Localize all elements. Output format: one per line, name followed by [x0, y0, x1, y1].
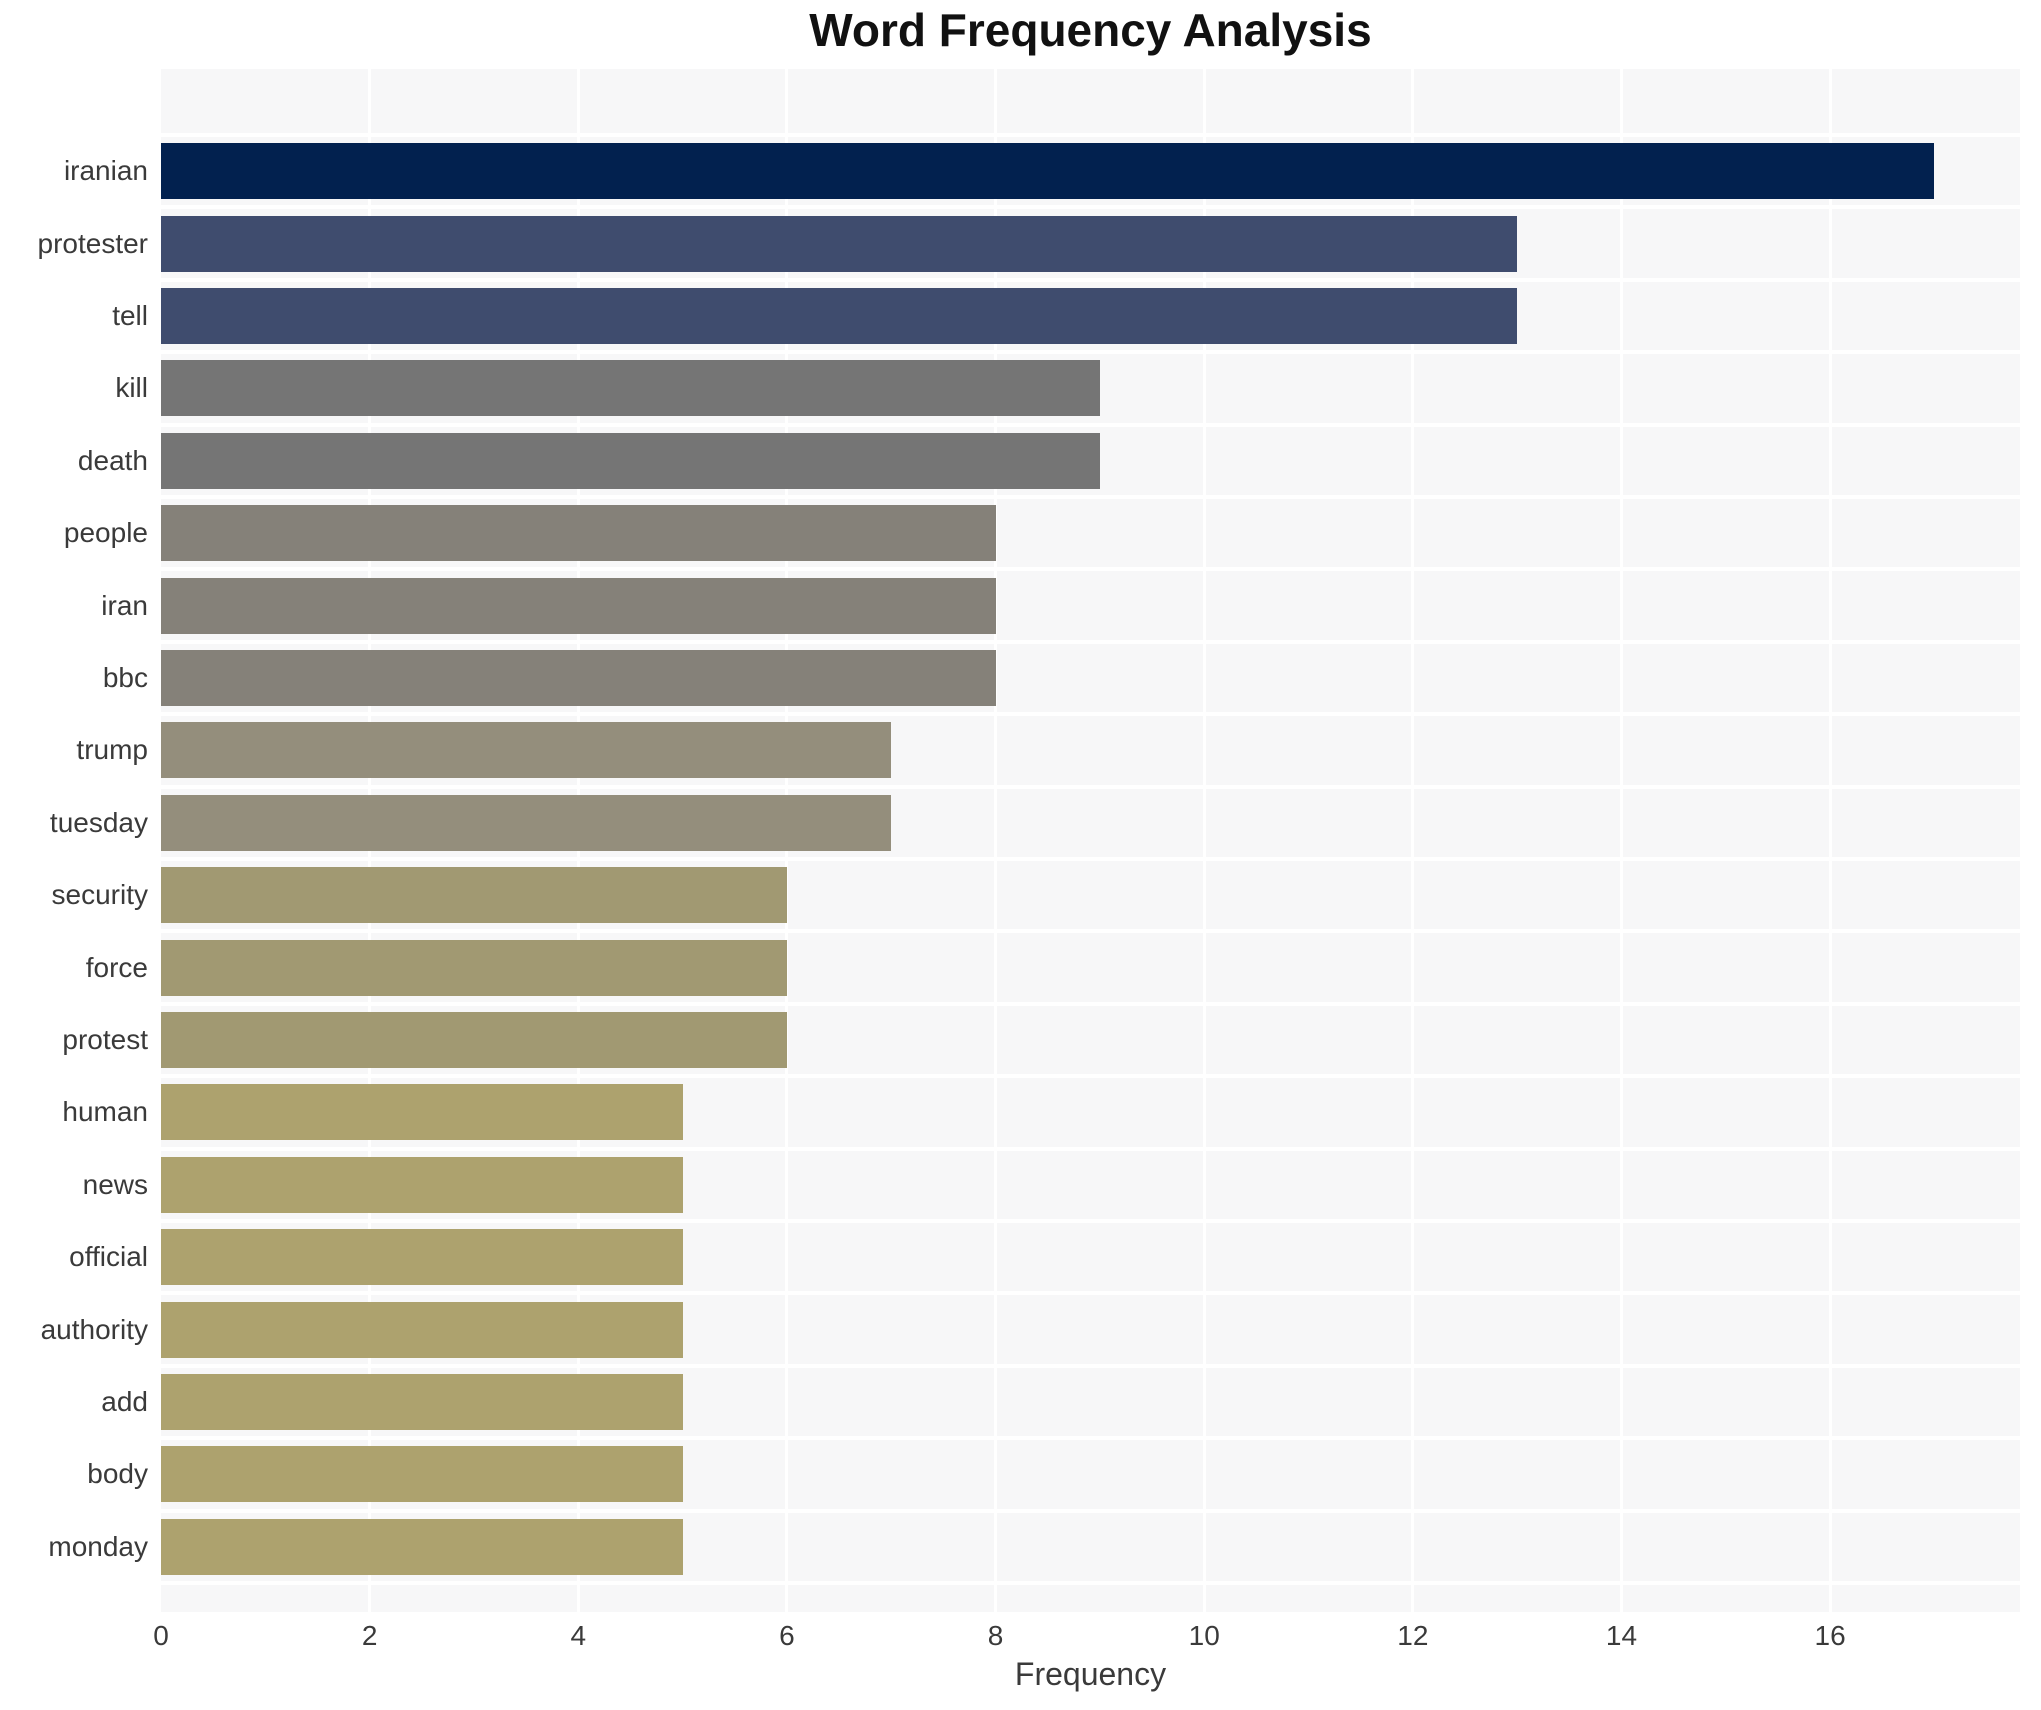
- x-gridline-14: [1619, 69, 1623, 1612]
- bar-human: [161, 1084, 683, 1141]
- y-tick-label-force: force: [85, 951, 148, 983]
- row-divider: [161, 567, 2020, 572]
- row-divider: [161, 1581, 2020, 1585]
- row-divider: [161, 1436, 2020, 1441]
- y-tick-label-human: human: [62, 1096, 148, 1128]
- row-divider: [161, 1074, 2020, 1079]
- row-divider: [161, 857, 2020, 861]
- y-tick-label-iranian: iranian: [63, 155, 148, 187]
- bar-iran: [161, 577, 996, 634]
- row-divider: [161, 1219, 2020, 1223]
- chart-title: Word Frequency Analysis: [809, 4, 1372, 56]
- row-divider: [161, 929, 2020, 934]
- row-divider: [161, 639, 2020, 644]
- row-divider: [161, 133, 2020, 137]
- x-gridline-16: [1828, 69, 1832, 1612]
- y-tick-label-tuesday: tuesday: [49, 806, 148, 838]
- y-tick-label-protester: protester: [37, 227, 149, 259]
- bar-force: [161, 939, 787, 996]
- x-gridline-12: [1411, 69, 1415, 1612]
- x-tick-label-0: 0: [153, 1620, 169, 1651]
- row-divider: [161, 495, 2020, 499]
- x-tick-label-8: 8: [987, 1620, 1004, 1651]
- bar-death: [161, 432, 1100, 489]
- bar-security: [161, 867, 787, 924]
- x-gridline-8: [994, 69, 998, 1612]
- y-tick-label-kill: kill: [115, 372, 148, 404]
- y-tick-label-bbc: bbc: [102, 662, 148, 693]
- x-gridline-10: [1202, 69, 1206, 1612]
- bar-protest: [161, 1012, 787, 1068]
- y-tick-label-monday: monday: [48, 1530, 148, 1562]
- y-tick-label-security: security: [51, 879, 148, 911]
- y-tick-label-add: add: [101, 1386, 148, 1417]
- row-divider: [161, 277, 2020, 282]
- x-tick-label-16: 16: [1814, 1620, 1846, 1651]
- bar-trump: [161, 722, 892, 779]
- y-tick-label-iran: iran: [101, 589, 148, 621]
- bar-bbc: [161, 650, 996, 706]
- x-tick-label-14: 14: [1605, 1620, 1638, 1651]
- x-tick-label-12: 12: [1397, 1620, 1429, 1651]
- x-tick-label-4: 4: [570, 1620, 587, 1651]
- row-divider: [161, 422, 2020, 427]
- y-tick-label-official: official: [69, 1241, 148, 1273]
- y-tick-label-body: body: [87, 1458, 148, 1490]
- y-tick-label-news: news: [82, 1168, 148, 1200]
- bar-tell: [161, 288, 1518, 344]
- plot-area: [161, 69, 2020, 1612]
- row-divider: [161, 712, 2020, 717]
- x-tick-label-10: 10: [1188, 1620, 1220, 1651]
- row-divider: [161, 1291, 2020, 1296]
- x-tick-label-6: 6: [779, 1620, 795, 1651]
- bar-body: [161, 1446, 683, 1503]
- row-divider: [161, 1363, 2020, 1368]
- bar-monday: [161, 1518, 683, 1575]
- y-tick-label-people: people: [63, 517, 148, 549]
- bar-people: [161, 505, 996, 562]
- y-tick-label-authority: authority: [40, 1313, 148, 1345]
- bar-news: [161, 1156, 683, 1213]
- bar-protester: [161, 215, 1518, 272]
- row-divider: [161, 205, 2020, 210]
- row-divider: [161, 1001, 2020, 1006]
- x-axis-title: Frequency: [1014, 1656, 1167, 1692]
- y-tick-label-death: death: [77, 444, 148, 476]
- y-tick-label-trump: trump: [76, 734, 148, 766]
- bar-kill: [161, 360, 1100, 417]
- bar-authority: [161, 1301, 683, 1358]
- bar-add: [161, 1374, 683, 1430]
- row-divider: [161, 1508, 2020, 1513]
- bar-official: [161, 1229, 683, 1286]
- y-tick-label-protest: protest: [62, 1024, 148, 1055]
- x-tick-label-2: 2: [361, 1620, 378, 1651]
- bar-tuesday: [161, 794, 892, 851]
- bar-iranian: [161, 143, 1935, 200]
- y-tick-label-tell: tell: [112, 300, 148, 331]
- row-divider: [161, 1146, 2020, 1151]
- row-divider: [161, 784, 2020, 789]
- row-divider: [161, 350, 2020, 355]
